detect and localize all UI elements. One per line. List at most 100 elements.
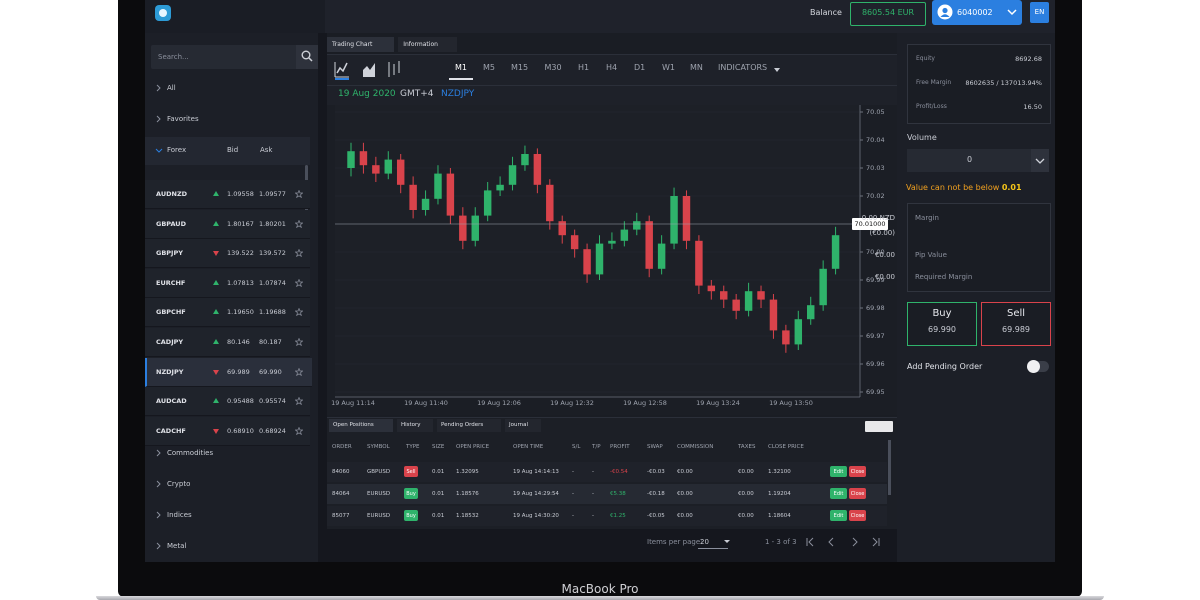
- group-chevron: [156, 115, 161, 123]
- position-cell: 84064: [332, 491, 350, 497]
- forex-row[interactable]: [145, 298, 310, 328]
- warning-text: Value can not be below: [906, 183, 1000, 192]
- favorite-star[interactable]: [295, 249, 303, 258]
- timeframe[interactable]: H4: [606, 63, 618, 72]
- y-tick-label: 70.04: [866, 136, 885, 144]
- favorite-star[interactable]: [295, 219, 303, 228]
- sell-button[interactable]: [981, 302, 1051, 346]
- timeframe[interactable]: M30: [544, 63, 562, 72]
- action-button[interactable]: [849, 488, 866, 499]
- positions-tab-bg[interactable]: [329, 419, 393, 432]
- column-header: CLOSE PRICE: [768, 444, 804, 450]
- candle-body: [459, 215, 467, 241]
- required-value: €0.00: [874, 273, 895, 281]
- arrow-path: [213, 339, 219, 344]
- volume-dropdown[interactable]: [1031, 149, 1049, 172]
- timeframe[interactable]: W1: [662, 63, 675, 72]
- timeframe[interactable]: INDICATORS: [718, 63, 768, 72]
- action-label: Edit: [833, 469, 844, 475]
- position-cell: -€0.05: [647, 513, 665, 519]
- direction-arrow: [213, 220, 219, 226]
- position-cell: -: [572, 491, 574, 497]
- chart-type-icons[interactable]: [332, 58, 412, 80]
- stat-label: Free Margin: [916, 79, 952, 86]
- chevron-path: [156, 542, 161, 550]
- group-label[interactable]: All: [167, 84, 176, 92]
- position-cell: 1.18576: [456, 491, 479, 497]
- group-label[interactable]: Indices: [167, 511, 192, 519]
- tab-label: Trading Chart: [332, 41, 373, 48]
- position-cell: 0.01: [432, 491, 445, 497]
- forex-row[interactable]: [145, 209, 310, 239]
- page-navigation[interactable]: [803, 535, 883, 549]
- group-label[interactable]: Crypto: [167, 480, 191, 488]
- position-cell: -€0.03: [647, 469, 665, 475]
- direction-arrow: [213, 309, 219, 315]
- forex-row[interactable]: [145, 239, 310, 269]
- pagination-bar: [327, 529, 897, 562]
- timeframe[interactable]: MN: [690, 63, 703, 72]
- candle-body: [421, 198, 430, 210]
- ask-header: Ask: [260, 146, 273, 154]
- arrow-path: [213, 279, 219, 285]
- forex-row[interactable]: [145, 416, 310, 446]
- logo[interactable]: [154, 4, 172, 22]
- forex-ask: 1.80201: [259, 219, 286, 228]
- margin-box: [907, 203, 1051, 292]
- panel-toggle[interactable]: [865, 421, 893, 432]
- favorite-star[interactable]: [295, 338, 303, 346]
- volume-input[interactable]: [907, 149, 1032, 172]
- group-label[interactable]: Favorites: [167, 115, 199, 123]
- positions-tab-bg[interactable]: [437, 419, 501, 432]
- favorite-star[interactable]: [295, 190, 303, 198]
- search-button[interactable]: [296, 45, 318, 69]
- action-button[interactable]: [830, 466, 847, 477]
- star-path: [295, 308, 303, 317]
- tab-bg[interactable]: [327, 37, 395, 52]
- action-button[interactable]: [849, 510, 866, 521]
- forex-row[interactable]: [145, 387, 310, 417]
- candle-body: [757, 291, 765, 300]
- timeframe[interactable]: H1: [578, 63, 590, 72]
- timeframe[interactable]: D1: [634, 63, 646, 72]
- forex-row[interactable]: [145, 180, 310, 209]
- candle-body: [434, 173, 442, 199]
- favorite-star[interactable]: [295, 278, 303, 287]
- y-tick-label: 69.99: [866, 276, 885, 284]
- forex-label[interactable]: Forex: [167, 146, 187, 154]
- forex-bid: 0.95488: [227, 397, 254, 406]
- items-per-page[interactable]: 20: [700, 538, 709, 546]
- timeframe[interactable]: M5: [483, 63, 495, 72]
- positions-tab-bg[interactable]: [397, 419, 433, 432]
- forex-row[interactable]: [145, 357, 312, 387]
- positions-tab: Open Positions: [333, 422, 374, 428]
- candle-body: [794, 319, 803, 345]
- favorite-star[interactable]: [295, 426, 303, 435]
- positions-tab: Journal: [509, 422, 529, 428]
- buy-button[interactable]: [907, 302, 977, 346]
- timeframe[interactable]: M1: [455, 63, 467, 72]
- candle-body: [384, 159, 393, 174]
- chevron-path: [156, 449, 161, 457]
- favorite-star[interactable]: [295, 367, 303, 376]
- search-box[interactable]: [151, 45, 299, 69]
- timeframe[interactable]: M15: [511, 63, 529, 72]
- action-button[interactable]: [830, 510, 847, 521]
- device-label: MacBook Pro: [561, 582, 639, 596]
- action-button[interactable]: [830, 488, 847, 499]
- favorite-star[interactable]: [295, 397, 303, 406]
- action-label: Close: [850, 469, 865, 475]
- sell-label: Sell: [1006, 308, 1026, 319]
- caret-path: [774, 68, 780, 72]
- language-button[interactable]: [1030, 2, 1049, 23]
- group-label[interactable]: Commodities: [167, 449, 214, 457]
- bid-header: Bid: [227, 146, 239, 154]
- tab-bg[interactable]: [398, 37, 457, 52]
- forex-row[interactable]: [145, 268, 310, 298]
- positions-tab-bg[interactable]: [505, 419, 541, 432]
- chevron-path: [156, 511, 161, 519]
- group-label[interactable]: Metal: [167, 542, 187, 550]
- action-button[interactable]: [849, 466, 866, 477]
- forex-row[interactable]: [145, 328, 310, 357]
- favorite-star[interactable]: [295, 308, 303, 317]
